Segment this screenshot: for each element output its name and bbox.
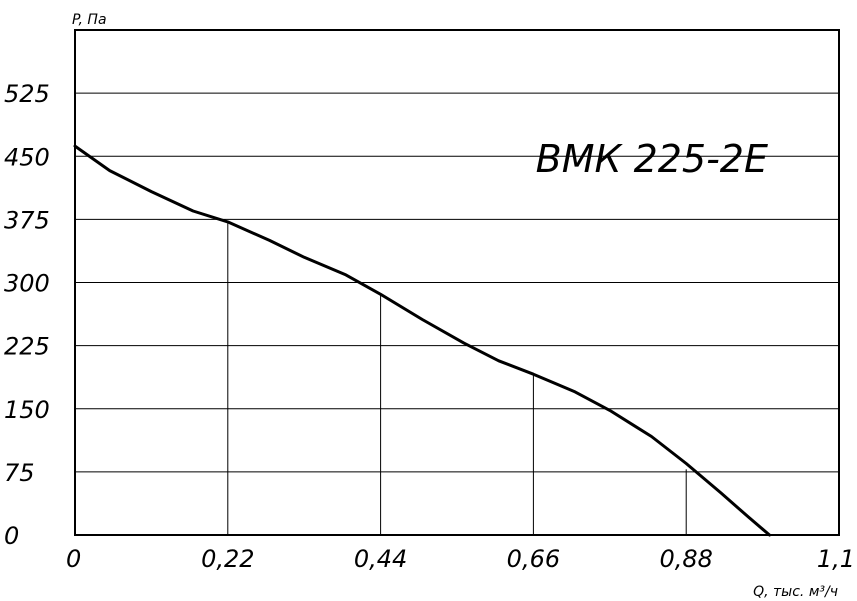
y-tick-label: 525: [4, 80, 50, 108]
y-tick-label: 225: [4, 333, 50, 361]
vertical-gridlines: [227, 221, 687, 535]
y-tick-label: 375: [4, 206, 50, 234]
model-title: ВМК 225-2Е: [536, 137, 768, 181]
plot-frame: [74, 29, 840, 536]
pressure-flow-curve: [73, 144, 771, 537]
x-tick-label: 0,22: [201, 545, 254, 573]
x-tick-label: 0,44: [354, 545, 407, 573]
y-tick-label: 450: [4, 143, 50, 171]
y-tick-label: 150: [4, 396, 50, 424]
x-tick-label: 0,66: [507, 545, 560, 573]
x-tick-labels: 0 0,22 0,44 0,66 0,88 1,1: [66, 545, 855, 573]
y-tick-label: 0: [4, 522, 19, 550]
x-tick-label: 1,1: [817, 545, 855, 573]
y-tick-labels: 0 75 150 225 300 375 450 525: [4, 80, 50, 550]
horizontal-gridlines: [75, 92, 839, 473]
x-tick-label: 0: [66, 545, 81, 573]
y-axis-label: P, Па: [72, 12, 107, 28]
x-axis-label: Q, тыс. м³/ч: [753, 584, 838, 600]
y-tick-label: 300: [4, 270, 50, 298]
x-tick-label: 0,88: [659, 545, 712, 573]
y-tick-label: 75: [4, 459, 35, 487]
